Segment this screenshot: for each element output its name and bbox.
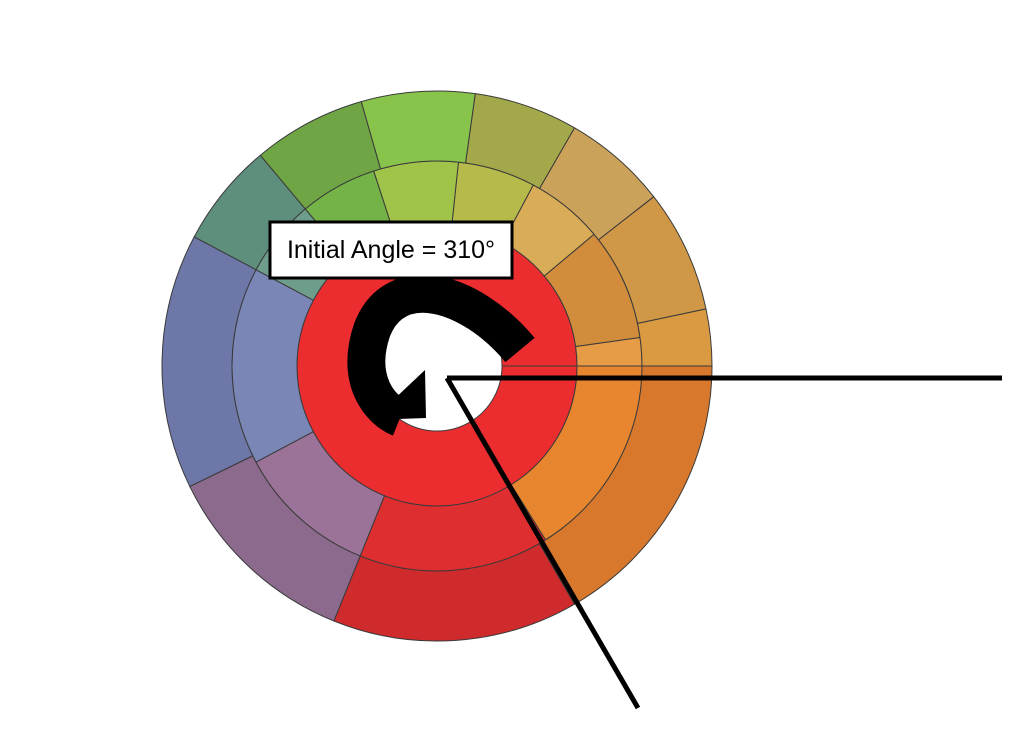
ring-3-segment xyxy=(360,90,476,170)
initial-angle-text: Initial Angle = 310° xyxy=(287,236,495,264)
initial-angle-label: Initial Angle = 310° xyxy=(268,220,514,280)
rotated-angle-line xyxy=(444,376,641,710)
rotation-arrow-icon xyxy=(347,274,535,436)
ring-3-segment xyxy=(539,365,713,605)
sunburst-rings xyxy=(161,90,713,642)
